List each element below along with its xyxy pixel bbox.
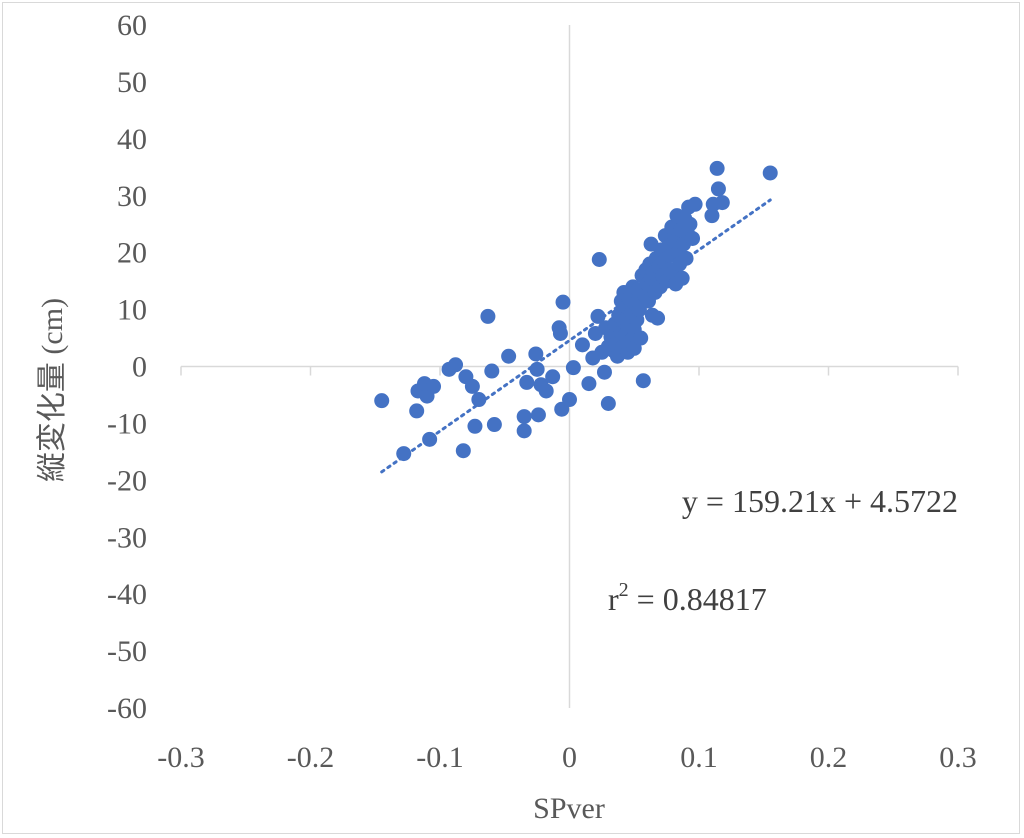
data-point xyxy=(516,423,532,439)
r-squared-symbol: r xyxy=(608,581,619,617)
y-tick-label: 0 xyxy=(132,351,147,384)
y-tick-label: 10 xyxy=(117,294,147,327)
y-tick-label: -20 xyxy=(107,464,147,497)
y-tick-label: 20 xyxy=(117,237,147,270)
y-axis-title: 縦変化量 (cm) xyxy=(36,298,69,482)
data-point xyxy=(528,346,544,362)
data-point xyxy=(555,294,571,310)
data-point xyxy=(501,348,517,364)
data-point xyxy=(674,270,690,286)
data-point xyxy=(538,383,554,399)
trendline-layer xyxy=(380,198,772,474)
data-point xyxy=(709,160,725,176)
r-squared-label: r2 = 0.84817 xyxy=(608,579,767,617)
x-tick-label: 0.2 xyxy=(810,741,848,774)
data-point xyxy=(519,374,535,390)
y-tick-label: -60 xyxy=(107,692,147,725)
data-point xyxy=(590,308,606,324)
data-point xyxy=(409,403,425,419)
data-point xyxy=(448,357,464,373)
data-point xyxy=(685,230,701,246)
x-tick-label: 0.1 xyxy=(680,741,718,774)
data-point xyxy=(471,392,487,408)
data-point xyxy=(714,195,730,211)
data-point xyxy=(762,165,778,181)
data-point xyxy=(480,308,496,324)
data-point xyxy=(374,393,390,409)
data-point xyxy=(574,337,590,353)
data-point xyxy=(682,216,698,232)
data-point xyxy=(426,378,442,394)
x-tick-label: 0.3 xyxy=(939,741,977,774)
axes: -0.3 -0.2 -0.1 0 0.1 0.2 0.3 60 50 40 30 20 10 0 -10 -2… xyxy=(107,9,977,774)
data-point xyxy=(464,378,480,394)
data-point xyxy=(650,310,666,326)
x-tick-label: -0.2 xyxy=(287,741,335,774)
data-point xyxy=(396,446,412,462)
data-point xyxy=(565,360,581,376)
y-tick-label: 40 xyxy=(117,123,147,156)
x-tick-label: -0.3 xyxy=(157,741,205,774)
data-point xyxy=(562,392,577,408)
data-point xyxy=(467,418,483,434)
data-point xyxy=(422,431,438,447)
data-point xyxy=(600,395,616,411)
data-point xyxy=(552,325,568,341)
data-point xyxy=(596,364,612,380)
data-point xyxy=(486,417,502,433)
data-point xyxy=(710,181,726,197)
points-layer xyxy=(374,160,778,462)
data-point xyxy=(545,369,561,385)
y-tick-label: -30 xyxy=(107,521,147,554)
x-axis-title: SPver xyxy=(533,792,605,825)
data-point xyxy=(455,443,471,459)
y-tick-label: -40 xyxy=(107,578,147,611)
data-point xyxy=(530,407,546,423)
data-point xyxy=(484,363,500,379)
labels-layer: SPver 縦変化量 (cm) y = 159.21x + 4.5722 r2 … xyxy=(36,298,958,825)
data-point xyxy=(633,330,649,346)
y-tick-label: 50 xyxy=(117,66,147,99)
y-tick-label: -10 xyxy=(107,407,147,440)
data-point xyxy=(704,208,720,224)
r-squared-value: = 0.84817 xyxy=(629,581,767,617)
x-tick-label: -0.1 xyxy=(416,741,464,774)
y-tick-label: 60 xyxy=(117,9,147,42)
x-tick-label: 0 xyxy=(562,741,577,774)
data-point xyxy=(581,376,597,392)
y-tick-label: -50 xyxy=(107,635,147,668)
trendline-equation: y = 159.21x + 4.5722 xyxy=(682,483,958,519)
r-squared-superscript: 2 xyxy=(619,579,629,601)
trendline xyxy=(380,198,772,474)
data-point xyxy=(635,373,651,389)
data-point xyxy=(591,251,607,267)
data-point xyxy=(678,250,694,266)
data-point xyxy=(516,409,532,425)
data-point xyxy=(529,361,545,377)
y-tick-label: 30 xyxy=(117,180,147,213)
data-point xyxy=(687,196,703,212)
